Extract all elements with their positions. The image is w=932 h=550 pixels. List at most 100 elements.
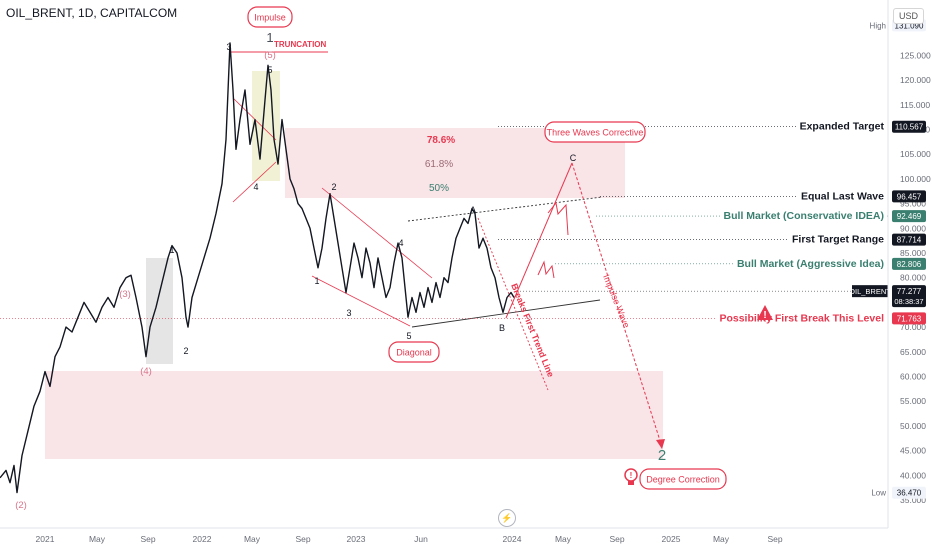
x-tick-label: May <box>713 534 730 544</box>
label-bg <box>733 256 887 271</box>
truncation-label: TRUNCATION <box>274 40 327 49</box>
label-bg <box>796 119 888 134</box>
wave-label: 5 <box>267 65 272 75</box>
wave-label: 2 <box>658 447 666 464</box>
wave-label: B <box>499 323 505 333</box>
warning-icon <box>757 305 773 320</box>
y-tick-label: 95.000 <box>900 199 926 209</box>
current-symbol-label: OIL_BRENT <box>849 287 891 296</box>
label-bg <box>716 311 888 326</box>
label-bg <box>789 232 888 247</box>
low-tag <box>892 486 926 499</box>
price-tag-value: 110.567 <box>895 123 924 132</box>
price-axis-background <box>888 0 932 550</box>
price-series-line <box>0 42 515 494</box>
impulse-wave-label: Impulse Wave <box>601 273 632 329</box>
level-label: Bull Market (Conservative IDEA) <box>724 210 884 222</box>
price-tag <box>892 312 926 325</box>
level-label: Bull Market (Aggressive Idea) <box>737 258 884 270</box>
fib-50-label: 50% <box>429 183 449 194</box>
y-tick-label: 80.000 <box>900 273 926 283</box>
x-tick-label: Jun <box>414 534 428 544</box>
current-price-value: 77.277 <box>897 287 922 296</box>
break-trendline <box>477 217 549 391</box>
wave-label: (2) <box>15 500 27 511</box>
impulse-bubble-box <box>247 6 293 28</box>
diagonal-bubble: Diagonal <box>396 348 432 358</box>
price-tag-value: 71.763 <box>897 314 922 323</box>
wave-label: 1 <box>169 245 174 255</box>
breaks-trendline-label: Breaks First Trend Line <box>509 282 556 379</box>
price-tag <box>892 120 926 133</box>
price-tag <box>892 190 926 203</box>
currency-button[interactable]: USD <box>892 8 924 24</box>
three-waves-bubble-box <box>544 121 646 143</box>
price-tag <box>892 233 926 246</box>
y-tick-label: 35.000 <box>900 495 926 505</box>
y-tick-label: 65.000 <box>900 347 926 357</box>
x-tick-label: 2025 <box>662 534 681 544</box>
symbol-title: OIL_BRENT, 1D, CAPITALCOM <box>6 6 178 20</box>
y-tick-label: 120.000 <box>900 75 931 85</box>
x-tick-label: Sep <box>609 534 624 544</box>
y-tick-label: 45.000 <box>900 446 926 456</box>
y-tick-label: 55.000 <box>900 396 926 406</box>
level-label: Equal Last Wave <box>801 190 884 202</box>
degree-correction-bubble-box <box>639 468 727 490</box>
y-tick-label: 85.000 <box>900 248 926 258</box>
wave-label: 1 <box>314 276 319 286</box>
y-tick-label: 105.000 <box>900 149 931 159</box>
bulb-base <box>628 481 634 485</box>
support-zone <box>45 371 663 459</box>
wave-label: C <box>570 153 577 163</box>
impulse-bubble: Impulse <box>254 13 286 23</box>
zigzag-mark <box>547 201 569 236</box>
price-tag <box>892 210 926 223</box>
fib-618-label: 61.8% <box>425 159 453 170</box>
wave-4-zone <box>146 258 173 364</box>
wave-label: 3 <box>346 308 351 318</box>
price-tag-value: 82.806 <box>897 260 922 269</box>
x-tick-label: 2024 <box>503 534 522 544</box>
level-label: Possibility First Break This Level <box>719 312 884 324</box>
diagonal-lower-line <box>311 275 411 327</box>
fib-786-label: 78.6% <box>427 135 455 146</box>
low-label: Low <box>871 489 886 498</box>
wave-label: (4) <box>140 366 152 377</box>
three-waves-bubble: Three Waves Corrective <box>547 128 644 138</box>
diagonal-upper-line <box>321 187 433 279</box>
wave-label: 4 <box>253 182 258 192</box>
wedge-upper-line <box>232 97 277 141</box>
lightning-icon[interactable]: ⚡ <box>498 509 516 527</box>
level-label: Expanded Target <box>800 121 885 133</box>
low-value: 36.470 <box>897 489 922 498</box>
current-symbol-bg <box>852 285 888 298</box>
current-price-tag <box>892 285 926 308</box>
x-tick-label: May <box>89 534 106 544</box>
price-tag-value: 87.714 <box>897 236 922 245</box>
wave-label: A <box>470 205 476 215</box>
price-layer <box>0 42 515 494</box>
wave-label: 2 <box>183 346 188 356</box>
wedge-lower-line <box>232 161 277 203</box>
x-tick-label: Sep <box>140 534 155 544</box>
x-tick-label: Sep <box>767 534 782 544</box>
annotations-layer: Expanded Target Equal Last Wave Bull Marke… <box>15 6 891 511</box>
wave-label: (3) <box>119 289 131 300</box>
y-tick-label: 60.000 <box>900 372 926 382</box>
price-tag-value: 96.457 <box>897 192 922 201</box>
wave-label: 4 <box>398 238 403 248</box>
channel-lower-line <box>411 299 601 328</box>
projected-wave-c-line <box>505 162 573 319</box>
x-tick-label: May <box>555 534 572 544</box>
bulb-mark: ! <box>630 471 633 480</box>
high-value: 131.090 <box>895 21 924 30</box>
channel-upper-line <box>407 196 603 222</box>
y-tick-label: 40.000 <box>900 470 926 480</box>
x-tick-label: 2021 <box>36 534 55 544</box>
high-label: High <box>870 21 886 30</box>
countdown-value: 08:38:37 <box>894 297 923 306</box>
zigzag-mark <box>537 260 555 279</box>
